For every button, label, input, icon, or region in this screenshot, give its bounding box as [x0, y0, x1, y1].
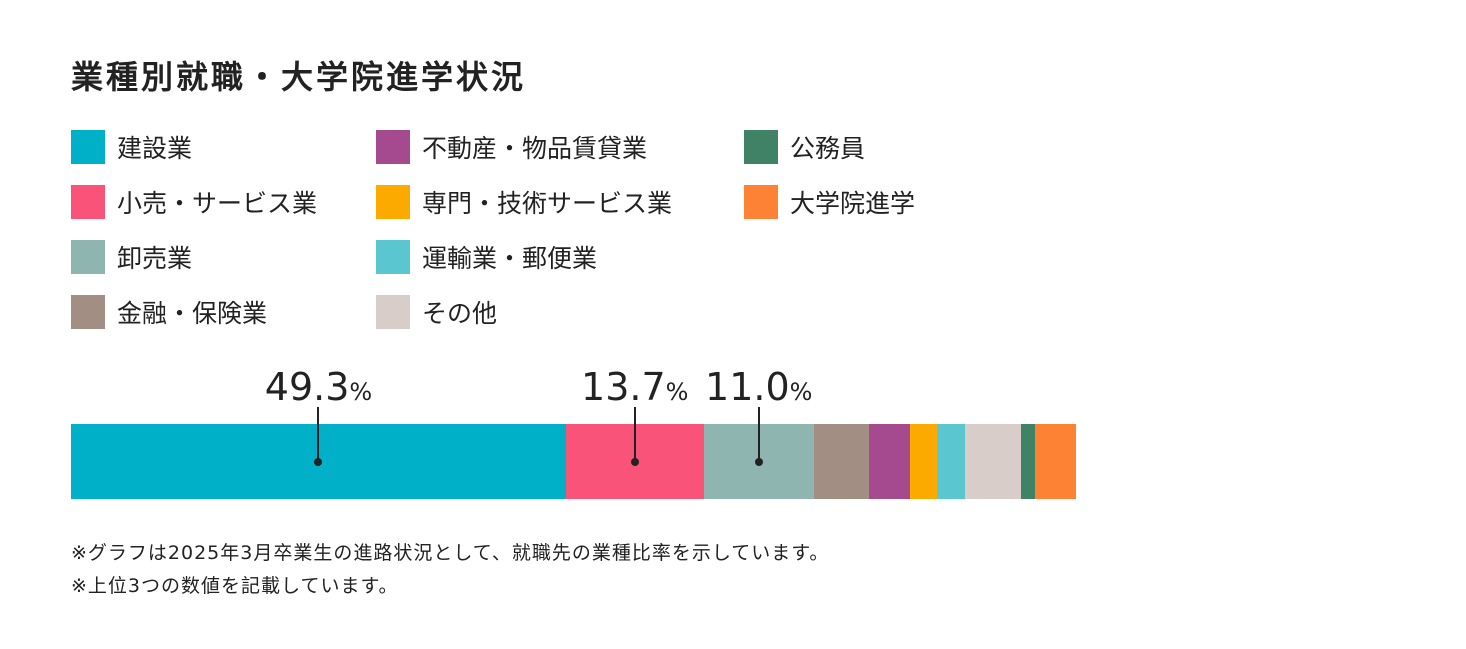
legend-label: 公務員 [790, 134, 866, 163]
legend-item: 運輸業・郵便業 [376, 239, 597, 275]
percent-sign: % [789, 378, 813, 406]
bar-segment [964, 424, 1021, 499]
legend-swatch [71, 295, 105, 329]
legend-label: 卸売業 [117, 244, 193, 273]
legend-swatch [376, 240, 410, 274]
bar-segment [1020, 424, 1035, 499]
legend-item: 卸売業 [71, 239, 192, 275]
legend-swatch [71, 185, 105, 219]
legend-item: その他 [376, 294, 497, 330]
data-label-value: 11.0 [705, 365, 790, 409]
percent-sign: % [349, 378, 373, 406]
leader-line [757, 407, 760, 462]
percent-sign: % [665, 378, 689, 406]
legend-swatch [376, 295, 410, 329]
legend-label: 小売・サービス業 [117, 189, 318, 218]
stacked-bar [71, 424, 1076, 499]
legend-item: 大学院進学 [744, 184, 915, 220]
leader-dot [754, 458, 763, 466]
legend-label: 運輸業・郵便業 [422, 244, 598, 273]
data-label-value: 49.3 [264, 365, 350, 409]
data-label: 49.3% [265, 365, 372, 409]
footnote-2: ※上位3つの数値を記載しています。 [71, 575, 399, 597]
leader-line [317, 407, 320, 462]
legend-label: 大学院進学 [790, 189, 916, 218]
bar-segment [1034, 424, 1076, 499]
legend-swatch [71, 240, 105, 274]
legend-item: 公務員 [744, 129, 865, 165]
leader-line [633, 407, 636, 462]
legend-label: 金融・保険業 [117, 299, 268, 328]
leader-dot [630, 458, 639, 466]
data-label-value: 13.7 [581, 365, 666, 409]
legend-label: その他 [422, 299, 498, 328]
legend-item: 金融・保険業 [71, 294, 267, 330]
footnote-1: ※グラフは2025年3月卒業生の進路状況として、就職先の業種比率を示しています。 [71, 542, 830, 564]
legend-label: 不動産・物品賃貸業 [422, 134, 648, 163]
bar-segment [813, 424, 870, 499]
bar-segment [869, 424, 911, 499]
bar-segment [937, 424, 965, 499]
legend-label: 専門・技術サービス業 [422, 189, 673, 218]
legend-label: 建設業 [117, 134, 193, 163]
legend-swatch [71, 130, 105, 164]
legend-item: 不動産・物品賃貸業 [376, 129, 647, 165]
chart-title: 業種別就職・大学院進学状況 [71, 58, 527, 96]
legend-swatch [376, 185, 410, 219]
legend-swatch [376, 130, 410, 164]
data-label: 11.0% [705, 365, 812, 409]
legend-item: 専門・技術サービス業 [376, 184, 672, 220]
bar-segment [910, 424, 938, 499]
legend-item: 小売・サービス業 [71, 184, 317, 220]
legend-item: 建設業 [71, 129, 192, 165]
legend-swatch [744, 185, 778, 219]
legend-swatch [744, 130, 778, 164]
leader-dot [314, 458, 323, 466]
data-label: 13.7% [581, 365, 688, 409]
